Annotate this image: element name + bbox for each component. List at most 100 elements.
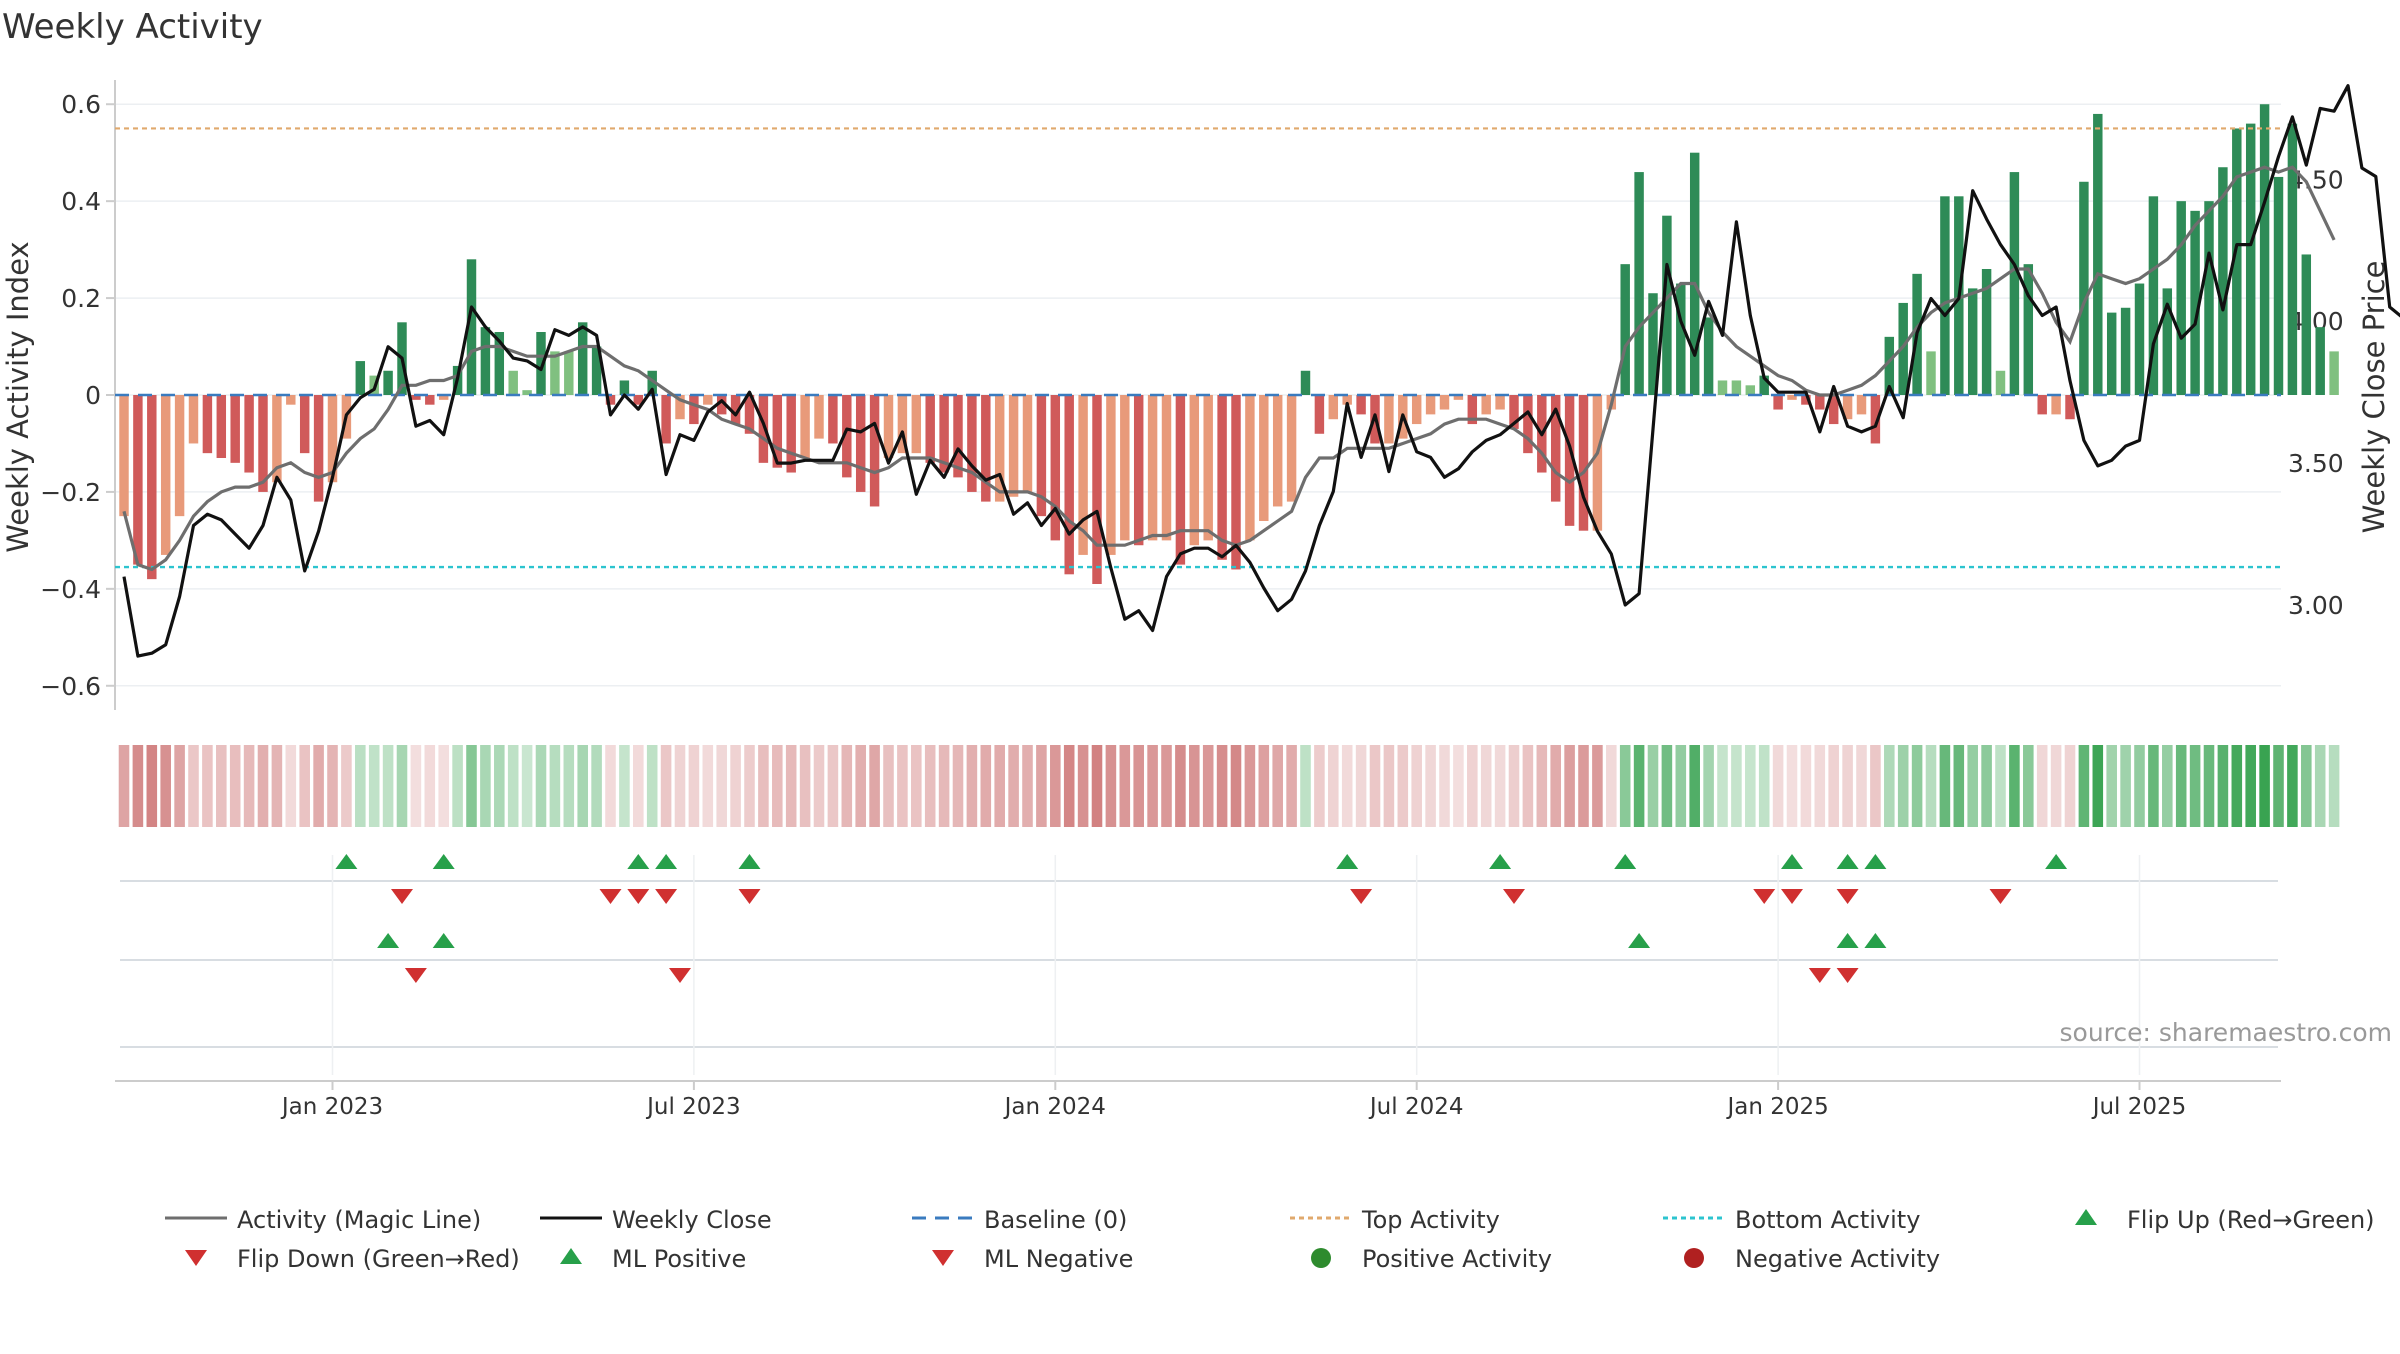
activity-bar — [1175, 395, 1186, 565]
activity-bar — [675, 395, 685, 420]
activity-bar — [2176, 201, 2186, 395]
heat-strip-cell — [1286, 745, 1297, 827]
flip-up-marker — [1489, 854, 1512, 869]
legend-item: Baseline (0) — [912, 1206, 1127, 1234]
heat-strip-cell — [1161, 745, 1172, 827]
heat-strip-cell — [1453, 745, 1464, 827]
activity-bar — [911, 395, 922, 454]
activity-bar — [1967, 288, 1978, 395]
legend-swatch — [1311, 1248, 1331, 1268]
ml-negative-marker — [1808, 968, 1831, 983]
heat-strip-cell — [1022, 745, 1033, 827]
heat-strip-cell — [1216, 745, 1228, 827]
flip-up-marker — [1864, 854, 1887, 869]
heat-strip-cell — [674, 745, 686, 827]
heat-strip-cell — [938, 745, 950, 827]
heat-strip-cell — [744, 745, 755, 827]
ml-positive-marker — [1836, 933, 1859, 948]
heat-strip-cell — [2189, 745, 2201, 827]
activity-bar — [994, 395, 1005, 502]
ml-negative-marker — [1836, 968, 1859, 983]
activity-bar — [1620, 264, 1630, 395]
left-axis-ticks: 0.6 0.4 0.2 0 −0.2 −0.4 −0.6 — [40, 90, 115, 701]
right-y-tick-label: 3.00 — [2288, 591, 2344, 620]
heat-strip-cell — [660, 745, 672, 827]
activity-bar — [1676, 283, 1686, 395]
heat-strip-cell — [2064, 745, 2076, 827]
activity-bar — [1801, 395, 1811, 405]
heat-strip-cell — [2203, 745, 2215, 827]
flip-down-marker — [599, 889, 622, 904]
heat-strip-cell — [507, 745, 519, 827]
activity-bar — [1272, 395, 1283, 507]
activity-bar — [1092, 395, 1102, 584]
heat-strip-cell — [1202, 745, 1214, 827]
heat-strip-cell — [132, 745, 144, 827]
heat-strip-cell — [1091, 745, 1103, 827]
activity-bar — [1773, 395, 1783, 410]
flip-up-marker — [738, 854, 761, 869]
activity-bar — [1161, 395, 1172, 541]
legend-swatch — [1684, 1248, 1704, 1268]
activity-bar — [647, 370, 657, 395]
activity-bar — [2315, 327, 2325, 395]
legend-label: Weekly Close — [612, 1206, 772, 1234]
heat-strip-cell — [382, 745, 394, 827]
heat-strip-cell — [2287, 745, 2298, 827]
activity-bar — [1245, 395, 1255, 541]
heat-strip-cell — [758, 745, 769, 827]
activity-bar — [897, 395, 908, 454]
activity-bar — [2051, 395, 2061, 415]
flip-up-marker — [627, 854, 650, 869]
heat-strip-cell — [341, 745, 352, 827]
heat-strip-cell — [716, 745, 727, 827]
activity-bar — [883, 395, 894, 458]
heat-strip-cell — [952, 745, 964, 827]
ml-negative-marker — [404, 968, 427, 983]
legend-item: Negative Activity — [1684, 1245, 1940, 1273]
y-tick-label: 0.2 — [61, 284, 101, 313]
heat-strip-cell — [1425, 745, 1436, 827]
y-tick-label: 0 — [85, 381, 101, 410]
heat-strip-cell — [1939, 745, 1951, 827]
heat-strip-cell — [772, 745, 783, 827]
activity-bar — [1008, 395, 1019, 497]
heat-strip-cell — [549, 745, 561, 827]
activity-bar — [272, 395, 282, 483]
activity-bar — [425, 395, 435, 405]
heat-strip-cell — [424, 745, 436, 827]
activity-bar — [1648, 293, 1658, 395]
activity-bar — [1981, 269, 1992, 395]
activity-bar — [2287, 123, 2298, 395]
flip-down-marker — [1350, 889, 1373, 904]
legend-item: ML Negative — [932, 1245, 1133, 1273]
ml-negative-marker — [669, 968, 691, 983]
heat-strip-cell — [1925, 745, 1937, 827]
activity-bar — [1759, 375, 1769, 395]
activity-bar — [1828, 395, 1839, 425]
legend-item: Flip Up (Red→Green) — [2075, 1206, 2375, 1234]
activity-bar — [716, 395, 727, 415]
heat-strip-cell — [1508, 745, 1520, 827]
legend-item: Weekly Close — [540, 1206, 772, 1234]
activity-bar — [327, 395, 338, 483]
activity-bar — [174, 395, 185, 517]
activity-bar — [1147, 395, 1158, 541]
signal-markers — [335, 854, 2068, 983]
activity-bar — [1203, 395, 1213, 541]
legend-item: ML Positive — [560, 1245, 746, 1273]
activity-bar — [1425, 395, 1436, 415]
activity-bar — [772, 395, 783, 468]
activity-bar — [1703, 317, 1714, 395]
heat-strip-cell — [1494, 745, 1506, 827]
legend-item: Positive Activity — [1311, 1245, 1552, 1273]
flip-up-marker — [335, 854, 358, 869]
activity-bar — [2093, 113, 2103, 395]
activity-bar — [160, 395, 171, 555]
ml-positive-marker — [432, 933, 455, 948]
activity-bar — [2106, 312, 2117, 395]
activity-bar — [689, 395, 699, 425]
activity-bar — [133, 395, 143, 565]
activity-bar — [1662, 215, 1672, 395]
